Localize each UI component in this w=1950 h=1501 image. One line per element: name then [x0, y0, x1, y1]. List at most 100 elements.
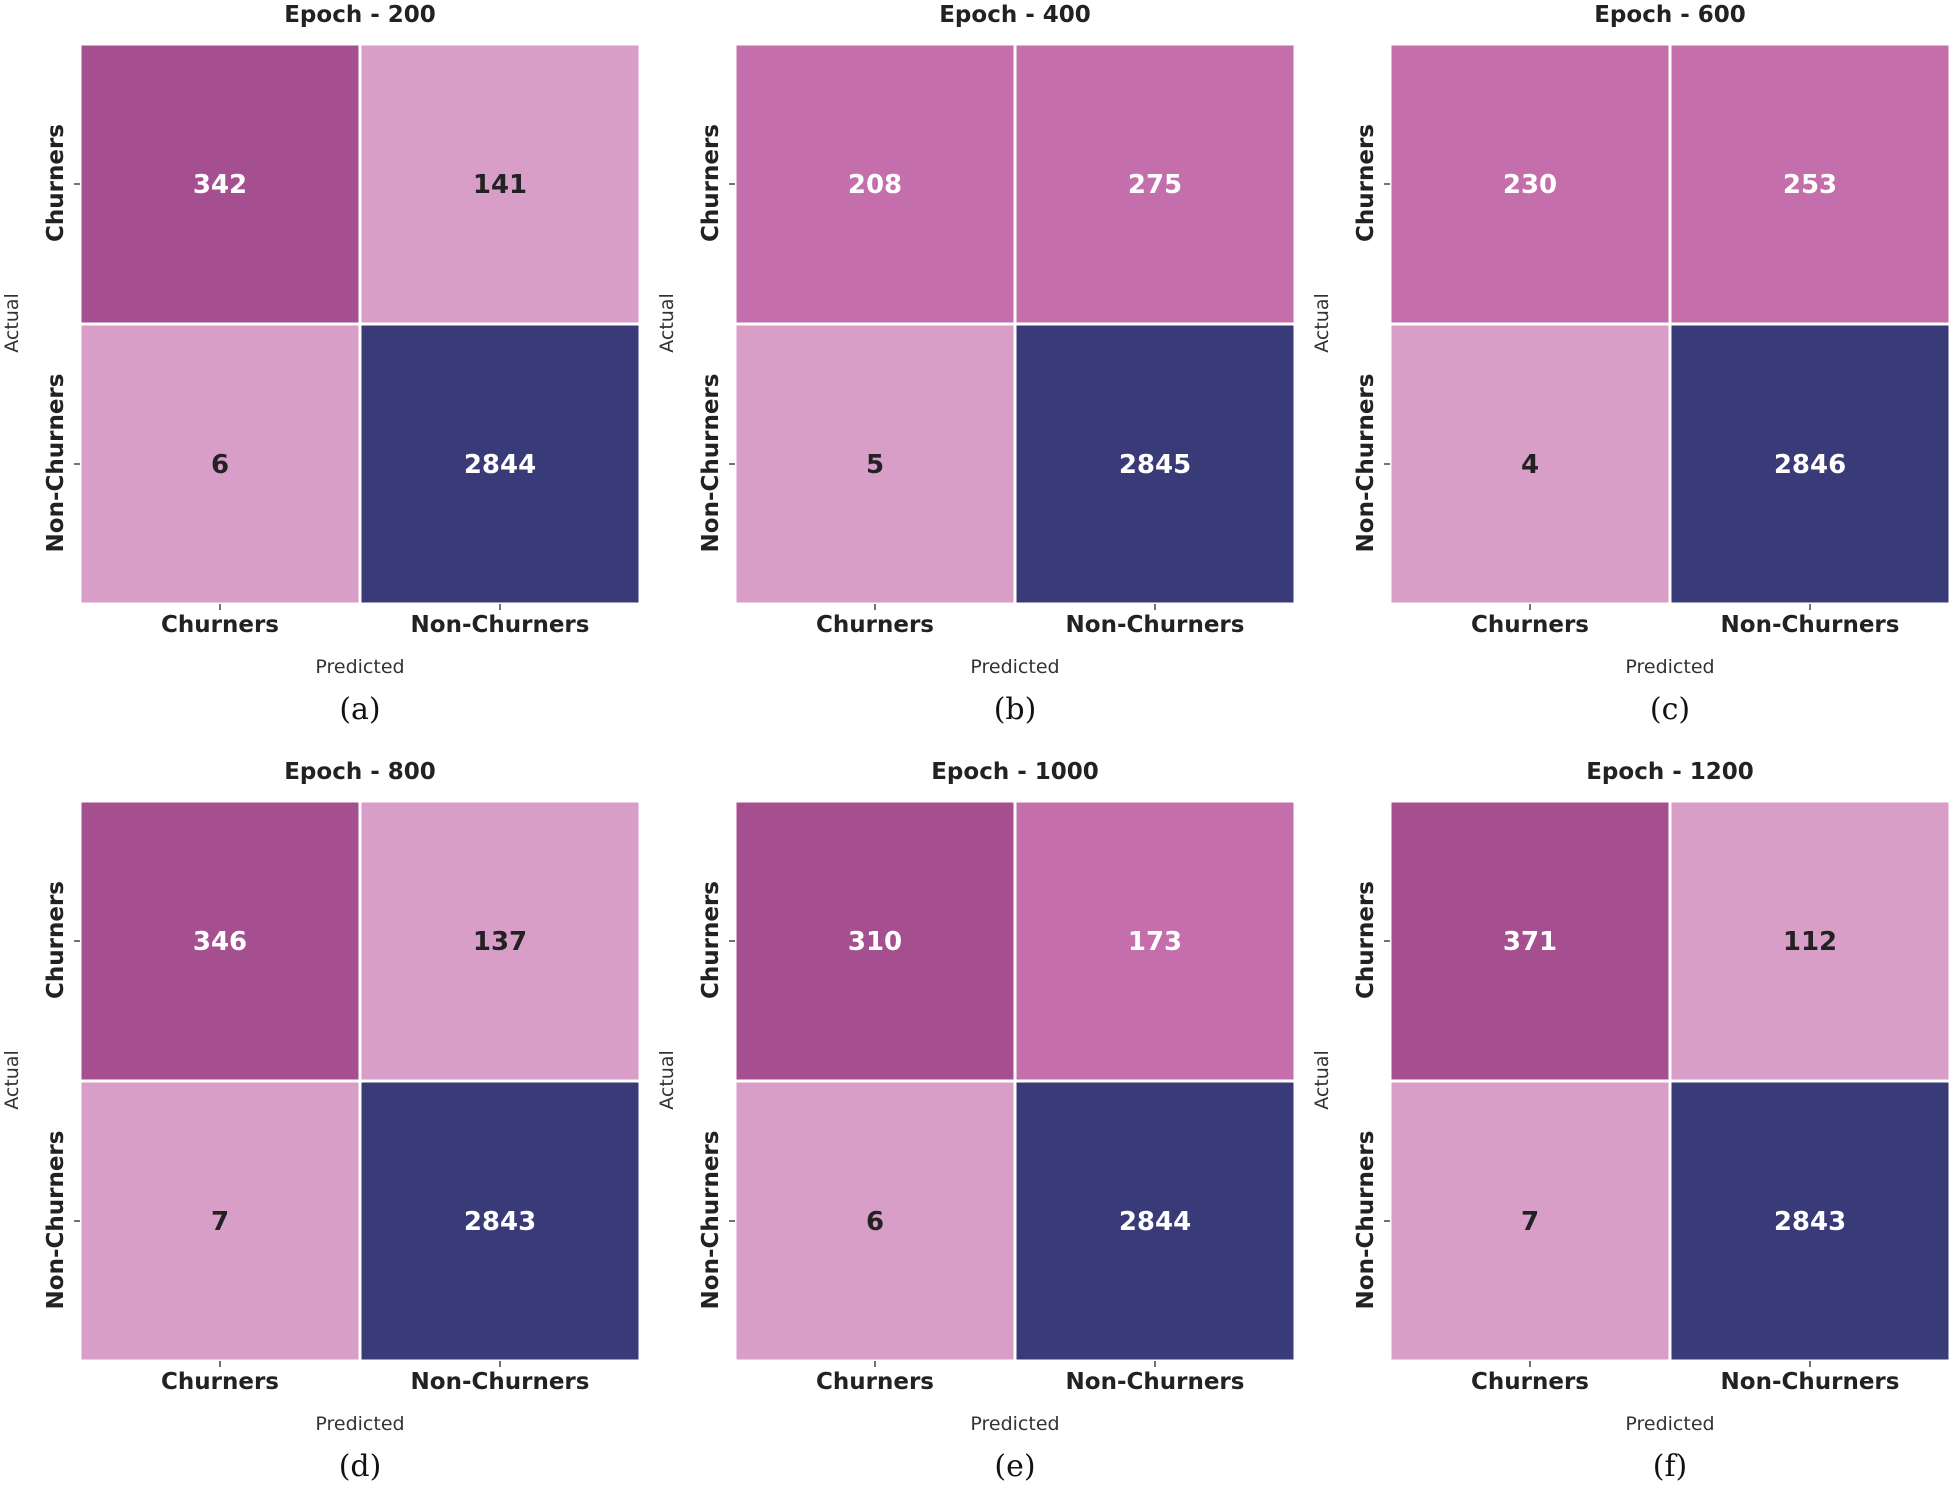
y-tick-label: Non-Churners [1353, 373, 1379, 553]
axis-ticks [729, 183, 1156, 610]
heatmap-cell [80, 801, 362, 1083]
x-axis-label: Predicted [1625, 656, 1715, 678]
heatmap-cell [1668, 801, 1950, 1083]
cell-value-label: 310 [848, 927, 902, 957]
x-tick-label: Non-Churners [1720, 612, 1900, 638]
y-tick-label: Churners [698, 124, 724, 242]
axis-ticks [74, 940, 501, 1367]
cell-value-label: 2846 [1774, 450, 1846, 480]
y-tick-label: Non-Churners [43, 1130, 69, 1310]
cell-value-label: 7 [1521, 1207, 1539, 1237]
heatmap-grid: 230 253 4 2846 [1390, 44, 1950, 606]
panel-title: Epoch - 1000 [931, 759, 1099, 785]
cell-value-label: 2844 [1119, 1207, 1191, 1237]
cell-value-label: 2845 [1119, 450, 1191, 480]
axis-ticks [74, 183, 501, 610]
cell-value-label: 253 [1783, 170, 1837, 200]
x-axis-label: Predicted [970, 1413, 1060, 1435]
y-tick-label: Non-Churners [698, 1130, 724, 1310]
heatmap-panel: Epoch - 800 346 137 7 2843 Churners Non-Churne… [0, 757, 650, 1501]
cell-value-label: 137 [473, 927, 527, 957]
y-axis-label: Actual [1, 1050, 23, 1110]
cell-value-label: 371 [1503, 927, 1557, 957]
cell-value-label: 275 [1128, 170, 1182, 200]
x-axis-label: Predicted [1625, 1413, 1715, 1435]
panel-caption: (e) [994, 1449, 1036, 1484]
panel-title: Epoch - 800 [284, 759, 436, 785]
panel-title: Epoch - 600 [1594, 2, 1746, 28]
heatmap-grid: 342 141 6 2844 [80, 44, 642, 606]
x-tick-label: Non-Churners [410, 1369, 590, 1395]
heatmap-panel: Epoch - 1000 310 173 6 2844 Churners Non-Churn… [655, 757, 1305, 1501]
cell-value-label: 2844 [464, 450, 536, 480]
x-tick-label: Churners [161, 1369, 279, 1395]
panel-title: Epoch - 200 [284, 2, 436, 28]
y-tick-label: Churners [43, 881, 69, 999]
x-tick-label: Churners [816, 1369, 934, 1395]
heatmap-cell [1390, 1079, 1672, 1363]
x-tick-label: Non-Churners [410, 612, 590, 638]
y-axis-label: Actual [1, 293, 23, 353]
cell-value-label: 346 [193, 927, 247, 957]
heatmap-panel: Epoch - 1200 371 112 7 2843 Churners Non-Churn… [1310, 757, 1950, 1501]
heatmap-cell [1013, 801, 1297, 1083]
cell-value-label: 6 [866, 1207, 884, 1237]
x-tick-label: Non-Churners [1065, 1369, 1245, 1395]
heatmap-panel: Epoch - 200 342 141 6 2844 Churners Non-Churne… [0, 0, 650, 744]
panel-caption: (b) [993, 692, 1037, 727]
cell-value-label: 7 [211, 1207, 229, 1237]
heatmap-grid: 346 137 7 2843 [80, 801, 642, 1363]
heatmap-cell [735, 1079, 1017, 1363]
x-tick-label: Churners [816, 612, 934, 638]
y-tick-label: Non-Churners [698, 373, 724, 553]
cell-value-label: 173 [1128, 927, 1182, 957]
y-tick-label: Churners [1353, 124, 1379, 242]
heatmap-cell [1668, 322, 1950, 606]
cell-value-label: 2843 [464, 1207, 536, 1237]
heatmap-cell [80, 44, 362, 326]
heatmap-grid: 310 173 6 2844 [735, 801, 1297, 1363]
cell-value-label: 112 [1783, 927, 1837, 957]
x-tick-label: Churners [161, 612, 279, 638]
heatmap-cell [735, 322, 1017, 606]
panel-caption: (a) [339, 692, 381, 727]
cell-value-label: 4 [1521, 450, 1539, 480]
y-axis-label: Actual [656, 1050, 678, 1110]
y-axis-label: Actual [1311, 293, 1333, 353]
heatmap-cell [1390, 44, 1672, 326]
cell-value-label: 141 [473, 170, 527, 200]
axis-ticks [1384, 183, 1811, 610]
heatmap-cell [1668, 1079, 1950, 1363]
cell-value-label: 5 [866, 450, 884, 480]
y-tick-label: Non-Churners [43, 373, 69, 553]
cell-value-label: 230 [1503, 170, 1557, 200]
panel-caption: (d) [338, 1449, 382, 1484]
heatmap-cell [1013, 44, 1297, 326]
heatmap-panel: Epoch - 600 230 253 4 2846 Churners Non-Churne… [1310, 0, 1950, 744]
heatmap-panel: Epoch - 400 208 275 5 2845 Churners Non-Churne… [655, 0, 1305, 744]
heatmap-cell [80, 322, 362, 606]
cell-value-label: 6 [211, 450, 229, 480]
y-axis-label: Actual [656, 293, 678, 353]
axis-ticks [729, 940, 1156, 1367]
x-tick-label: Churners [1471, 612, 1589, 638]
heatmap-cell [1013, 1079, 1297, 1363]
y-axis-label: Actual [1311, 1050, 1333, 1110]
x-tick-label: Non-Churners [1065, 612, 1245, 638]
heatmap-cell [735, 44, 1017, 326]
x-axis-label: Predicted [970, 656, 1060, 678]
heatmap-cell [358, 1079, 642, 1363]
panel-caption: (f) [1652, 1449, 1688, 1484]
x-tick-label: Non-Churners [1720, 1369, 1900, 1395]
y-tick-label: Non-Churners [1353, 1130, 1379, 1310]
cell-value-label: 208 [848, 170, 902, 200]
y-tick-label: Churners [43, 124, 69, 242]
cell-value-label: 2843 [1774, 1207, 1846, 1237]
y-tick-label: Churners [1353, 881, 1379, 999]
x-tick-label: Churners [1471, 1369, 1589, 1395]
heatmap-cell [358, 801, 642, 1083]
heatmap-grid: 371 112 7 2843 [1390, 801, 1950, 1363]
axis-ticks [1384, 940, 1811, 1367]
heatmap-cell [80, 1079, 362, 1363]
